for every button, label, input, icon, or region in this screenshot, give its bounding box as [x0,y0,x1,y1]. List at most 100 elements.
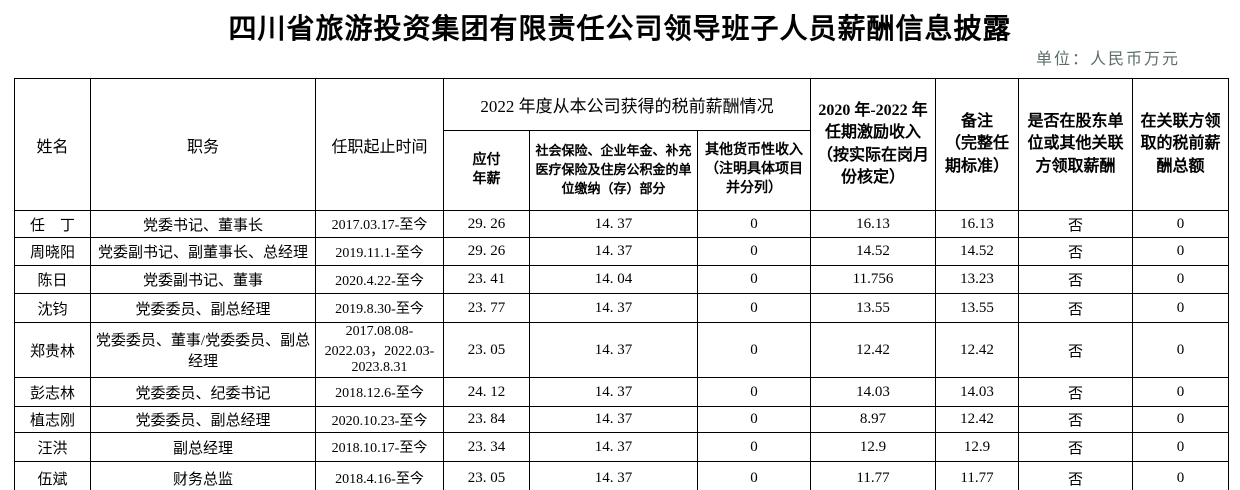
cell-other-income: 0 [696,293,812,323]
cell-related-party-amount: 0 [1132,322,1230,378]
cell-name: 伍斌 [14,461,91,490]
cell-term: 2020.4.22-至今 [315,265,444,294]
cell-other-income: 0 [696,406,812,433]
cell-note: 12.9 [935,432,1020,462]
cell-related-party-amount: 0 [1132,265,1230,294]
cell-related-party-paid: 否 [1018,293,1134,323]
cell-other-income: 0 [696,432,812,462]
cell-insurance: 14. 37 [529,461,698,490]
cell-other-income: 0 [696,322,812,378]
cell-related-party-amount: 0 [1132,406,1230,433]
cell-other-income: 0 [696,265,812,294]
cell-related-party-paid: 否 [1018,461,1134,490]
cell-related-party-paid: 否 [1018,237,1134,266]
table-row: 伍斌 财务总监 2018.4.16-至今 23. 05 14. 37 0 11.77 11.7… [14,461,1230,490]
cell-incentive: 16.13 [810,210,937,238]
cell-position: 党委副书记、副董事长、总经理 [90,237,316,266]
cell-incentive: 13.55 [810,293,937,323]
cell-term: 2020.10.23-至今 [315,406,444,433]
cell-position: 党委委员、副总经理 [90,406,316,433]
col-header-other-income: 其他货币性收入（注明具体项目并分列） [696,130,812,211]
cell-term: 2017.08.08-2022.03，2022.03-2023.8.31 [315,322,444,378]
cell-related-party-amount: 0 [1132,432,1230,462]
cell-term: 2019.11.1-至今 [315,237,444,266]
cell-related-party-amount: 0 [1132,293,1230,323]
cell-payable-salary: 23. 05 [443,461,530,490]
cell-position: 党委书记、董事长 [90,210,316,238]
cell-insurance: 14. 37 [529,237,698,266]
cell-term: 2019.8.30-至今 [315,293,444,323]
col-header-related-party-amount: 在关联方领取的税前薪酬总额 [1132,78,1230,211]
cell-related-party-paid: 否 [1018,265,1134,294]
table-row: 陈日 党委副书记、董事 2020.4.22-至今 23. 41 14. 04 0 11.75… [14,265,1230,294]
unit-note: 单位：人民币万元 [1035,51,1180,68]
table-row: 郑贵林 党委委员、董事/党委委员、副总经理 2017.08.08-2022.03，2… [14,322,1230,378]
cell-term: 2017.03.17-至今 [315,210,444,238]
cell-note: 16.13 [935,210,1020,238]
cell-insurance: 14. 04 [529,265,698,294]
cell-related-party-amount: 0 [1132,377,1230,407]
cell-incentive: 11.756 [810,265,937,294]
cell-name: 周晓阳 [14,237,91,266]
cell-related-party-amount: 0 [1132,210,1230,238]
cell-related-party-amount: 0 [1132,237,1230,266]
cell-insurance: 14. 37 [529,210,698,238]
header-row-group: 姓名 职务 任职起止时间 2022 年度从本公司获得的税前薪酬情况 2020 年… [14,78,1230,211]
cell-term: 2018.4.16-至今 [315,461,444,490]
cell-related-party-amount: 0 [1132,461,1230,490]
cell-position: 副总经理 [90,432,316,462]
cell-position: 党委委员、董事/党委委员、副总经理 [90,322,316,378]
cell-related-party-paid: 否 [1018,210,1134,238]
col-header-incentive-income: 2020 年-2022 年任期激励收入（按实际在岗月份核定） [810,78,937,211]
table-row: 植志刚 党委委员、副总经理 2020.10.23-至今 23. 84 14. 37 0 8.… [14,406,1230,433]
table-row: 汪洪 副总经理 2018.10.17-至今 23. 34 14. 37 0 12.9 12.9… [14,432,1230,462]
col-header-term: 任职起止时间 [315,78,444,211]
cell-note: 11.77 [935,461,1020,490]
cell-note: 12.42 [935,322,1020,378]
cell-position: 党委副书记、董事 [90,265,316,294]
cell-other-income: 0 [696,210,812,238]
cell-insurance: 14. 37 [529,406,698,433]
table-body: 任 丁党委书记、董事长 2017.03.17-至今 29. 26 14. 37 0 16.… [14,210,1230,490]
cell-payable-salary: 23. 84 [443,406,530,433]
cell-term: 2018.10.17-至今 [315,432,444,462]
cell-related-party-paid: 否 [1018,432,1134,462]
page-title: 四川省旅游投资集团有限责任公司领导班子人员薪酬信息披露 [228,13,1012,44]
col-header-payable-salary: 应付年薪 [443,130,530,211]
header-row-sub: 应付年薪 社会保险、企业年金、补充医疗保险及住房公积金的单位缴纳（存）部分 其他… [15,130,1229,211]
col-header-position: 职务 [90,78,316,211]
cell-related-party-paid: 否 [1018,406,1134,433]
table-row: 彭志林 党委委员、纪委书记 2018.12.6-至今 24. 12 14. 37 0 14.… [14,377,1230,407]
salary-table: 姓名 职务 任职起止时间 2022 年度从本公司获得的税前薪酬情况 2020 年… [14,78,1230,490]
cell-term: 2018.12.6-至今 [315,377,444,407]
cell-note: 12.42 [935,406,1020,433]
col-header-note: 备注 （完整任期标准） [935,78,1020,211]
cell-note: 13.55 [935,293,1020,323]
cell-insurance: 14. 37 [529,377,698,407]
cell-other-income: 0 [696,237,812,266]
cell-position: 党委委员、副总经理 [90,293,316,323]
cell-note: 14.52 [935,237,1020,266]
cell-payable-salary: 29. 26 [443,237,530,266]
cell-payable-salary: 23. 41 [443,265,530,294]
cell-insurance: 14. 37 [529,432,698,462]
cell-note: 13.23 [935,265,1020,294]
cell-incentive: 12.42 [810,322,937,378]
col-header-insurance: 社会保险、企业年金、补充医疗保险及住房公积金的单位缴纳（存）部分 [529,130,698,211]
table-row: 任 丁党委书记、董事长 2017.03.17-至今 29. 26 14. 37 0 16.… [14,210,1230,238]
cell-payable-salary: 24. 12 [443,377,530,407]
cell-insurance: 14. 37 [529,322,698,378]
col-header-related-party-paid: 是否在股东单位或其他关联方领取薪酬 [1018,78,1134,211]
cell-related-party-paid: 否 [1018,377,1134,407]
cell-payable-salary: 23. 05 [443,322,530,378]
cell-incentive: 14.03 [810,377,937,407]
cell-position: 财务总监 [90,461,316,490]
cell-name: 任 丁 [14,210,91,238]
cell-payable-salary: 29. 26 [443,210,530,238]
cell-position: 党委委员、纪委书记 [90,377,316,407]
cell-name: 植志刚 [14,406,91,433]
cell-name: 彭志林 [14,377,91,407]
cell-incentive: 14.52 [810,237,937,266]
cell-other-income: 0 [696,377,812,407]
